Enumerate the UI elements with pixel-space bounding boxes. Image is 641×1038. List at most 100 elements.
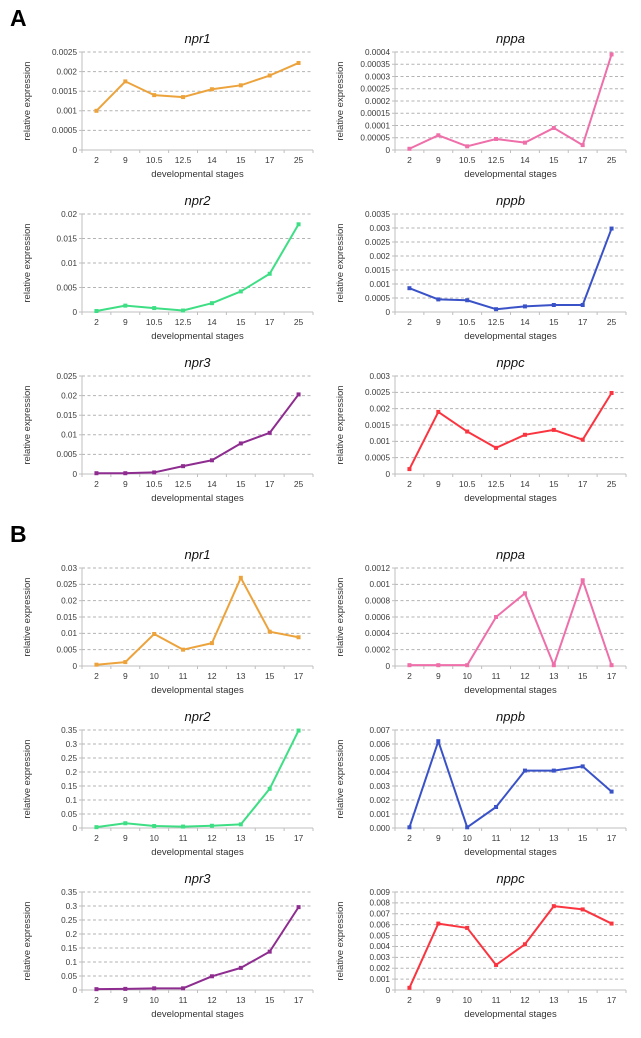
data-point-marker — [465, 298, 470, 303]
svg-text:17: 17 — [294, 671, 304, 681]
svg-text:17: 17 — [578, 317, 588, 327]
svg-text:10: 10 — [462, 833, 472, 843]
series-line — [408, 53, 613, 150]
svg-text:15: 15 — [236, 155, 246, 165]
data-point-marker — [209, 458, 214, 463]
svg-text:0.006: 0.006 — [370, 740, 391, 749]
svg-text:0.015: 0.015 — [57, 234, 78, 243]
svg-text:11: 11 — [179, 671, 188, 681]
chart-A-npr1: npr1 relative expression 0 0.0005 0.001 0.001… — [20, 30, 325, 190]
svg-text:2: 2 — [407, 317, 412, 327]
svg-text:0.002: 0.002 — [370, 964, 391, 973]
svg-text:12: 12 — [207, 995, 217, 1005]
svg-text:0.0004: 0.0004 — [365, 48, 390, 57]
x-axis-label: developmental stages — [151, 331, 244, 342]
data-point-marker — [609, 789, 614, 794]
svg-text:0.002: 0.002 — [370, 252, 391, 261]
svg-text:9: 9 — [436, 995, 441, 1005]
data-point-marker — [267, 629, 272, 634]
svg-text:12.5: 12.5 — [488, 155, 505, 165]
data-point-marker — [181, 986, 186, 991]
chart-title: npr1 — [184, 547, 210, 562]
x-axis-label: developmental stages — [464, 685, 557, 696]
svg-text:0.0002: 0.0002 — [365, 97, 390, 106]
svg-text:12: 12 — [520, 995, 530, 1005]
svg-text:0.00005: 0.00005 — [360, 134, 390, 143]
x-axis-label: developmental stages — [151, 1009, 244, 1020]
x-axis-label: developmental stages — [464, 1009, 557, 1020]
svg-text:25: 25 — [294, 317, 304, 327]
svg-text:15: 15 — [549, 155, 559, 165]
svg-text:0.35: 0.35 — [61, 726, 77, 735]
svg-text:0.0006: 0.0006 — [365, 613, 390, 622]
svg-text:2: 2 — [94, 833, 99, 843]
svg-text:0: 0 — [385, 470, 390, 479]
data-point-marker — [522, 768, 527, 773]
line-chart-B-nppa: nppa relative expression 0 0.0002 0.0004 0.00… — [335, 547, 627, 696]
svg-text:9: 9 — [436, 155, 441, 165]
data-point-marker — [494, 615, 499, 620]
chart-B-npr1: npr1 relative expression 0 0.005 0.01 0.015 0.… — [20, 546, 325, 706]
svg-text:10.5: 10.5 — [146, 155, 163, 165]
data-point-marker — [267, 787, 272, 792]
svg-text:0.0008: 0.0008 — [365, 597, 390, 606]
svg-text:17: 17 — [265, 479, 275, 489]
data-point-marker — [580, 303, 585, 308]
svg-text:0: 0 — [72, 824, 77, 833]
data-point-marker — [209, 824, 214, 829]
svg-text:12: 12 — [520, 671, 530, 681]
svg-text:0: 0 — [72, 308, 77, 317]
data-point-marker — [551, 663, 556, 668]
line-chart-A-nppc: nppc relative expression 0 0.0005 0.001 0.001… — [335, 355, 627, 504]
data-point-marker — [407, 825, 412, 830]
svg-text:10.5: 10.5 — [146, 317, 163, 327]
svg-text:0: 0 — [385, 986, 390, 995]
series-line — [95, 577, 300, 666]
x-axis-label: developmental stages — [464, 493, 557, 504]
x-axis-label: developmental stages — [464, 847, 557, 858]
chart-title: nppb — [496, 193, 525, 208]
chart-title: npr3 — [184, 871, 211, 886]
series-line — [95, 906, 300, 991]
data-point-marker — [436, 133, 441, 138]
chart-title: npr2 — [184, 709, 211, 724]
data-point-marker — [609, 921, 614, 926]
svg-text:11: 11 — [492, 833, 501, 843]
data-point-marker — [181, 95, 186, 100]
data-point-marker — [522, 591, 527, 596]
svg-text:0: 0 — [385, 662, 390, 671]
svg-text:17: 17 — [265, 317, 275, 327]
svg-text:11: 11 — [179, 833, 188, 843]
svg-text:13: 13 — [549, 833, 559, 843]
svg-text:0.005: 0.005 — [370, 754, 391, 763]
chart-title: nppa — [496, 31, 525, 46]
chart-B-npr2: npr2 relative expression 0 0.05 0.1 0.15 0.2 0.… — [20, 708, 325, 868]
data-point-marker — [94, 987, 99, 992]
x-axis-label: developmental stages — [151, 169, 244, 180]
svg-text:12.5: 12.5 — [175, 155, 192, 165]
y-axis-label: relative expression — [335, 62, 346, 141]
y-axis-label: relative expression — [22, 62, 33, 141]
svg-text:13: 13 — [549, 995, 559, 1005]
svg-text:25: 25 — [294, 155, 304, 165]
svg-text:0.0005: 0.0005 — [365, 454, 390, 463]
data-point-marker — [238, 966, 243, 971]
svg-text:0: 0 — [385, 308, 390, 317]
series-line — [95, 393, 300, 475]
chart-B-npr3: npr3 relative expression 0 0.05 0.1 0.15 0.2 0.… — [20, 870, 325, 1030]
data-point-marker — [609, 663, 614, 668]
svg-text:0.01: 0.01 — [61, 431, 77, 440]
svg-text:0.002: 0.002 — [370, 796, 391, 805]
svg-text:0.003: 0.003 — [370, 372, 391, 381]
svg-text:17: 17 — [607, 833, 617, 843]
svg-text:0.005: 0.005 — [57, 646, 78, 655]
svg-text:0.25: 0.25 — [61, 754, 77, 763]
y-axis-label: relative expression — [335, 386, 346, 465]
svg-text:0.02: 0.02 — [61, 392, 77, 401]
data-point-marker — [609, 391, 614, 396]
line-chart-B-npr3: npr3 relative expression 0 0.05 0.1 0.15 0.2 0.… — [22, 871, 314, 1020]
data-point-marker — [123, 303, 128, 308]
svg-text:10.5: 10.5 — [459, 317, 476, 327]
data-point-marker — [296, 728, 301, 733]
